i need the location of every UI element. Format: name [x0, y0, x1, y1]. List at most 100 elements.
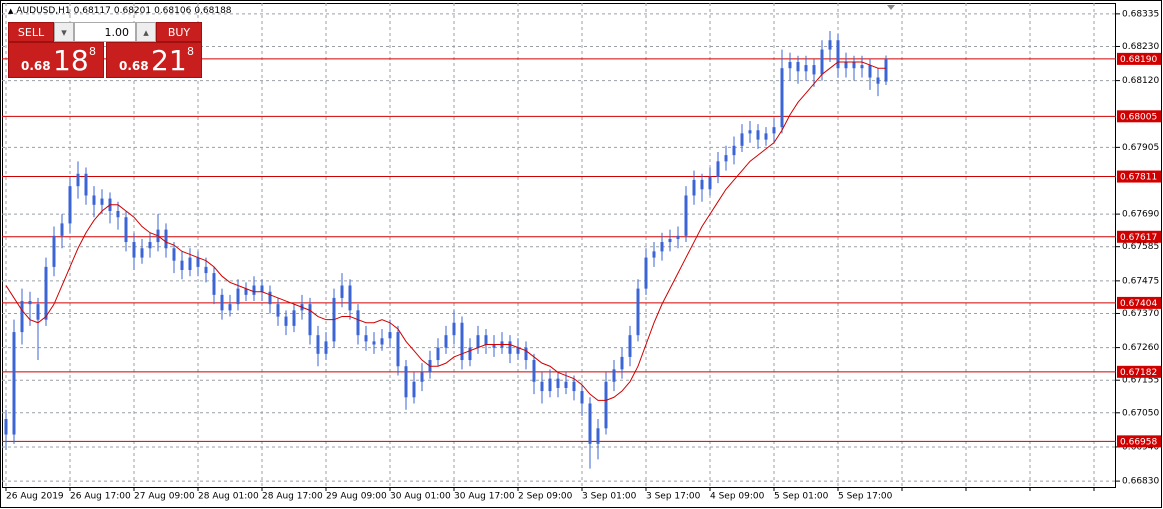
candle-body	[644, 257, 648, 289]
x-tick-label: 26 Aug 2019	[6, 492, 64, 502]
candle-body	[524, 347, 528, 361]
level-label: 0.68005	[1120, 112, 1157, 122]
candle-body	[548, 378, 552, 392]
candle-body	[316, 335, 320, 354]
candle-body	[820, 49, 824, 75]
candle-body	[596, 428, 600, 444]
buy-price[interactable]: 0.68 21 8	[106, 42, 202, 78]
symbol: AUDUSD,H1	[16, 6, 71, 16]
price-big: 18	[53, 44, 89, 77]
candle-body	[660, 242, 664, 252]
candle-body	[492, 344, 496, 348]
candle-body	[84, 173, 88, 196]
y-tick-label: 0.66830	[1122, 477, 1159, 487]
x-tick-label: 29 Aug 09:00	[326, 492, 387, 502]
candle-body	[684, 195, 688, 236]
level-label: 0.67811	[1120, 173, 1157, 183]
lot-input[interactable]: 1.00	[74, 22, 136, 42]
candle-body	[652, 251, 656, 258]
candle-body	[68, 186, 72, 224]
buy-button[interactable]: BUY	[156, 22, 202, 42]
candle-body	[836, 40, 840, 69]
x-tick-label: 28 Aug 01:00	[198, 492, 259, 502]
y-tick-label: 0.67905	[1122, 143, 1159, 153]
x-tick-label: 5 Sep 17:00	[838, 492, 893, 502]
sell-button[interactable]: SELL	[8, 22, 54, 42]
candle-body	[532, 360, 536, 382]
candle-body	[404, 366, 408, 398]
candle-body	[580, 391, 584, 404]
candle-body	[804, 65, 808, 72]
x-tick-label: 3 Sep 01:00	[582, 492, 637, 502]
candle-body	[620, 356, 624, 370]
x-tick-label: 30 Aug 17:00	[454, 492, 515, 502]
candle-body	[140, 248, 144, 258]
candle-body	[196, 257, 200, 267]
chart-header: ▲ AUDUSD,H1 0.68117 0.68201 0.68106 0.68188	[8, 6, 235, 16]
level-label-box	[1117, 52, 1161, 65]
candle-body	[12, 332, 16, 435]
candle-body	[44, 266, 48, 320]
candle-body	[436, 347, 440, 361]
candle-body	[236, 288, 240, 305]
y-tick-label: 0.67585	[1122, 242, 1159, 252]
candle-body	[628, 335, 632, 357]
candle-body	[516, 347, 520, 354]
candle-body	[212, 273, 216, 295]
candle-body	[852, 61, 856, 69]
candle-body	[364, 335, 368, 342]
candle-body	[116, 211, 120, 218]
candle-body	[884, 59, 888, 82]
lot-down[interactable]: ▾	[54, 22, 74, 42]
candle-body	[172, 248, 176, 261]
level-label: 0.67404	[1120, 299, 1157, 309]
candle-body	[876, 77, 880, 84]
candle-body	[772, 127, 776, 134]
candle-body	[796, 61, 800, 72]
x-tick-label: 5 Sep 01:00	[774, 492, 829, 502]
level-label: 0.68190	[1120, 55, 1157, 65]
candle-body	[252, 285, 256, 295]
candle-body	[756, 130, 760, 140]
y-tick-label: 0.68230	[1122, 42, 1159, 52]
candle-body	[540, 381, 544, 392]
candle-body	[484, 335, 488, 345]
candle-body	[716, 161, 720, 177]
candle-body	[188, 257, 192, 270]
x-tick-label: 3 Sep 17:00	[646, 492, 701, 502]
y-tick-label: 0.67050	[1122, 408, 1159, 418]
price-big: 21	[151, 44, 187, 77]
candle-body	[220, 294, 224, 311]
candle-body	[388, 332, 392, 339]
candle-body	[284, 316, 288, 326]
level-label-box	[1117, 365, 1161, 378]
x-tick-label: 4 Sep 09:00	[710, 492, 765, 502]
candle-body	[444, 335, 448, 348]
shift-marker	[887, 5, 895, 10]
x-tick-label: 27 Aug 09:00	[134, 492, 195, 502]
candle-body	[92, 195, 96, 205]
candle-body	[204, 266, 208, 274]
candle-body	[308, 304, 312, 336]
high: 0.68201	[113, 6, 152, 16]
candle-body	[692, 179, 696, 196]
candle-body	[148, 242, 152, 249]
candle-body	[844, 61, 848, 69]
lot-up[interactable]: ▴	[136, 22, 156, 42]
axis: 0.68335 0.68230 0.68120 0.67905 0.67690 0.675…	[5, 9, 1161, 502]
candle-body	[28, 301, 32, 305]
level-label-box	[1117, 296, 1161, 309]
moving-average	[5, 61, 886, 401]
candle-body	[372, 341, 376, 345]
candle-body	[860, 65, 864, 69]
candle-body	[612, 369, 616, 382]
candle-body	[588, 403, 592, 444]
level-label-box	[1117, 230, 1161, 243]
sell-price[interactable]: 0.68 18 8	[8, 42, 104, 78]
candle-body	[452, 322, 456, 336]
y-tick-label: 0.67260	[1122, 343, 1159, 353]
candle-body	[228, 304, 232, 311]
candle-body	[780, 68, 784, 128]
candle-body	[468, 347, 472, 361]
